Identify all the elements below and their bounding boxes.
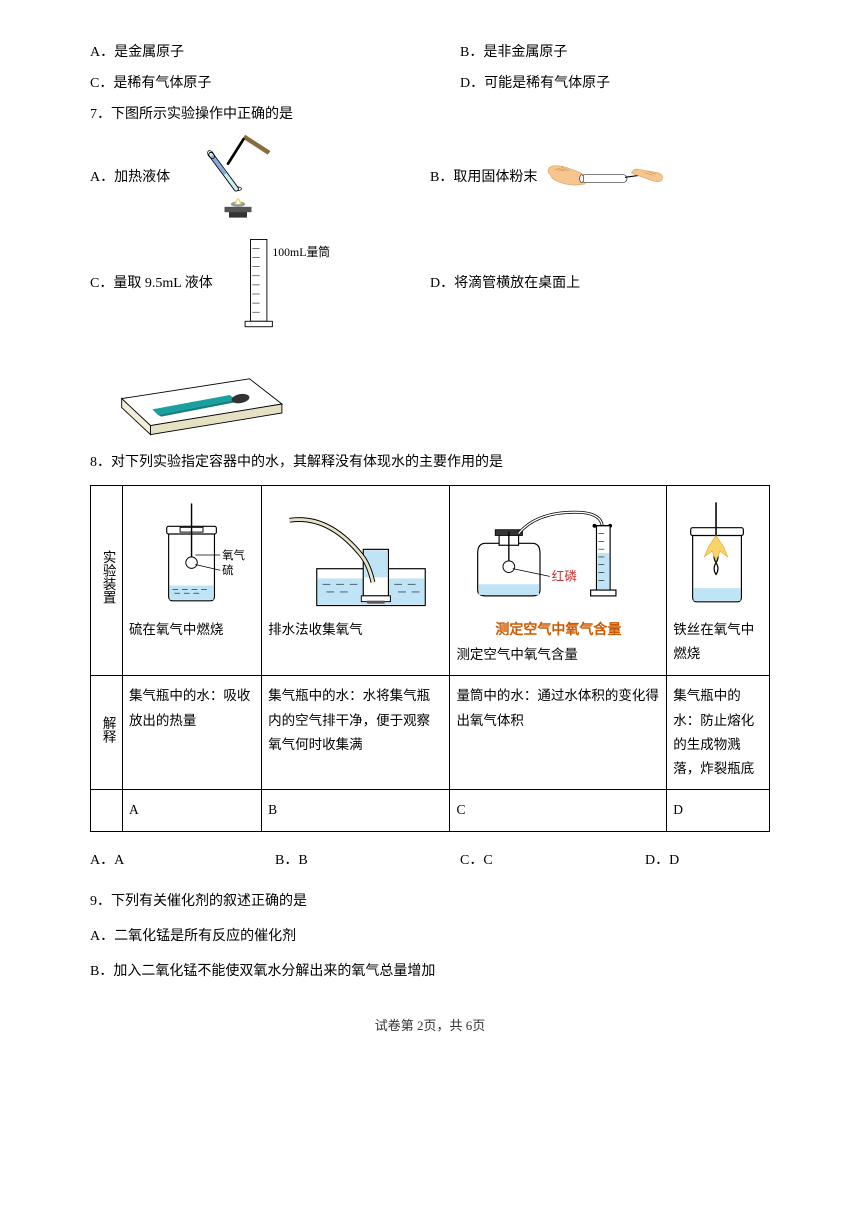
- q8-abcd-a: A: [122, 790, 261, 831]
- red-p-label: 红磷: [552, 568, 578, 583]
- q7-stem: 7．下图所示实验操作中正确的是: [90, 102, 770, 127]
- q8-cap2: 排水法收集氧气: [268, 618, 443, 642]
- q7-option-c: C．量取 9.5mL 液体 100mL量筒: [90, 234, 430, 334]
- q8-rowlabel-3: [91, 790, 123, 831]
- q8-cap4: 铁丝在氧气中燃烧: [673, 618, 763, 667]
- q8-exp1: 集气瓶中的水：吸收放出的热量: [122, 676, 261, 790]
- q6-options-row1: A．是金属原子 B．是非金属原子: [90, 40, 770, 65]
- q8-cell-img1: 氧气 硫 硫在氧气中燃烧: [122, 485, 261, 675]
- heating-liquid-diagram: [178, 138, 298, 218]
- o2-label: 氧气: [222, 548, 245, 562]
- q9-option-a: A．二氧化锰是所有反应的催化剂: [90, 924, 770, 949]
- cylinder-label: 100mL量筒: [272, 244, 330, 258]
- q6-option-a: A．是金属原子: [90, 40, 400, 65]
- q7-d-label: D．将滴管横放在桌面上: [430, 271, 580, 296]
- q7-row-c: C．量取 9.5mL 液体 100mL量筒 D．将滴管横放在桌面上: [90, 234, 770, 334]
- q8-cap1: 硫在氧气中燃烧: [129, 618, 255, 642]
- q8-cell-img3: 红磷 测定空气中氧气含量 测定空气中氧气含: [450, 485, 667, 675]
- q8-table: 实验装置 氧气 硫: [90, 485, 770, 832]
- q8-ans-d: D．D: [645, 848, 770, 873]
- q8-cap3: 测定空气中氧气含量: [456, 643, 660, 667]
- q6-option-b: B．是非金属原子: [460, 40, 770, 65]
- q6-option-d: D．可能是稀有气体原子: [460, 71, 770, 96]
- q8-ans-a: A．A: [90, 848, 215, 873]
- page-footer: 试卷第 2页，共 6页: [90, 1014, 770, 1037]
- q7-c-label: C．量取 9.5mL 液体: [90, 271, 213, 296]
- s-label: 硫: [222, 563, 233, 577]
- q7-a-label: A．加热液体: [90, 165, 170, 190]
- dropper-on-table-diagram: [110, 350, 290, 440]
- q8-cell-img4: 铁丝在氧气中燃烧: [667, 485, 770, 675]
- q8-exp2: 集气瓶中的水：水将集气瓶内的空气排干净，便于观察氧气何时收集满: [262, 676, 450, 790]
- q9-option-b: B．加入二氧化锰不能使双氧水分解出来的氧气总量增加: [90, 959, 770, 984]
- q6-option-c: C．是稀有气体原子: [90, 71, 400, 96]
- q8-abcd-c: C: [450, 790, 667, 831]
- q7-row-ab: A．加热液体 B．取用固体粉末: [90, 138, 770, 218]
- q8-ans-c: C．C: [460, 848, 585, 873]
- q9-stem: 9．下列有关催化剂的叙述正确的是: [90, 889, 770, 914]
- q8-abcd-d: D: [667, 790, 770, 831]
- q8-cap3-highlight: 测定空气中氧气含量: [456, 618, 660, 643]
- q8-answer-options: A．A B．B C．C D．D: [90, 848, 770, 873]
- q8-ans-b: B．B: [275, 848, 400, 873]
- measuring-cylinder-diagram: 100mL量筒: [221, 234, 351, 334]
- q8-cell-img2: 排水法收集氧气: [262, 485, 450, 675]
- solid-powder-diagram: [545, 138, 665, 218]
- q8-stem: 8．对下列实验指定容器中的水，其解释没有体现水的主要作用的是: [90, 450, 770, 475]
- q7-option-b: B．取用固体粉末: [430, 138, 770, 218]
- q8-exp4: 集气瓶中的水：防止熔化的生成物溅落，炸裂瓶底: [667, 676, 770, 790]
- q8-rowlabel-2: 解释: [91, 676, 123, 790]
- q8-abcd-b: B: [262, 790, 450, 831]
- q6-options-row2: C．是稀有气体原子 D．可能是稀有气体原子: [90, 71, 770, 96]
- q7-b-label: B．取用固体粉末: [430, 165, 537, 190]
- q8-exp3: 量筒中的水：通过水体积的变化得出氧气体积: [450, 676, 667, 790]
- q7-option-a: A．加热液体: [90, 138, 430, 218]
- q8-rowlabel-1: 实验装置: [91, 485, 123, 675]
- q7-option-d: D．将滴管横放在桌面上: [430, 271, 770, 296]
